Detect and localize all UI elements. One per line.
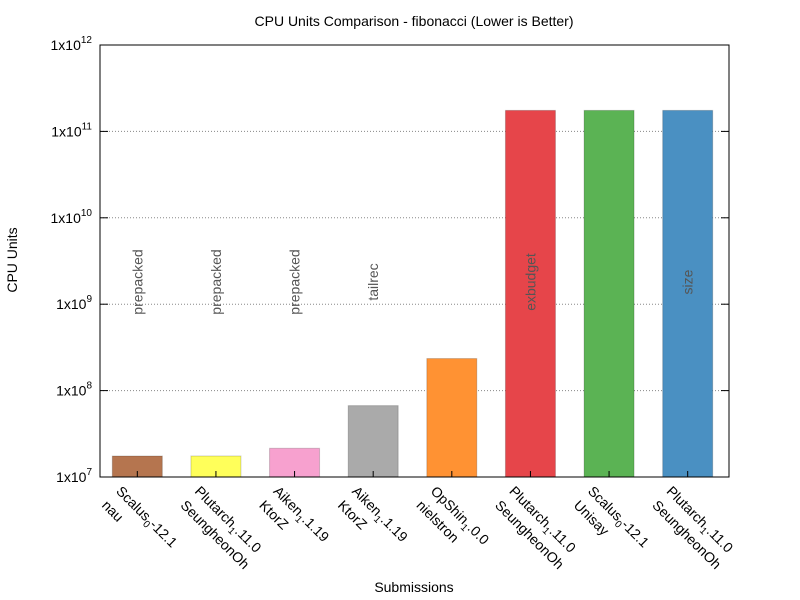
y-axis-label: CPU Units	[4, 227, 20, 292]
bars	[111, 109, 714, 478]
bar	[583, 109, 635, 478]
bar-annotations: prepacked prepacked prepacked tailrec exbudg…	[129, 249, 695, 314]
y-tick-label: 1x1011	[51, 121, 92, 139]
bar	[504, 109, 556, 478]
bar-annotation: tailrec	[365, 263, 381, 300]
y-tick-exponent: 8	[86, 381, 92, 392]
y-tick-exponent: 9	[86, 294, 92, 305]
submission-version: .1.19	[378, 512, 411, 545]
y-tick-base: 1x10	[51, 123, 82, 139]
plot-border	[99, 44, 730, 478]
y-tick-base: 1x10	[51, 210, 82, 226]
y-tick-base: 1x10	[56, 383, 87, 399]
y-tick-base: 1x10	[56, 296, 87, 312]
bar-annotation: prepacked	[287, 249, 303, 314]
y-tick-label: 1x107	[56, 467, 92, 485]
bar-annotation: exbudget	[522, 253, 538, 311]
chart-title: CPU Units Comparison - fibonacci (Lower …	[255, 13, 574, 29]
submission-version: -12.1	[147, 516, 181, 550]
y-tick-base: 1x10	[51, 37, 82, 53]
y-tick-label: 1x108	[56, 381, 92, 399]
bar-annotation: prepacked	[129, 249, 145, 314]
bar-annotation: size	[680, 269, 696, 294]
bar	[347, 405, 399, 478]
y-tick-exponent: 10	[81, 208, 93, 219]
x-axis-label: Submissions	[374, 579, 453, 595]
y-tick-label: 1x1010	[51, 208, 93, 226]
y-tick-exponent: 12	[81, 35, 93, 46]
y-tick-exponent: 11	[82, 121, 93, 132]
y-tick-label: 1x1012	[51, 35, 93, 53]
y-tick-exponent: 7	[86, 467, 92, 478]
bar	[662, 109, 714, 478]
gridlines	[100, 130, 729, 392]
submission-version: .0.0	[465, 520, 493, 548]
bar-annotation: prepacked	[208, 249, 224, 314]
submission-version: -12.1	[619, 516, 653, 550]
bar	[426, 358, 478, 478]
y-tick-base: 1x10	[56, 469, 87, 485]
submission-version: .1.19	[299, 512, 332, 545]
y-tick-label: 1x109	[56, 294, 92, 312]
